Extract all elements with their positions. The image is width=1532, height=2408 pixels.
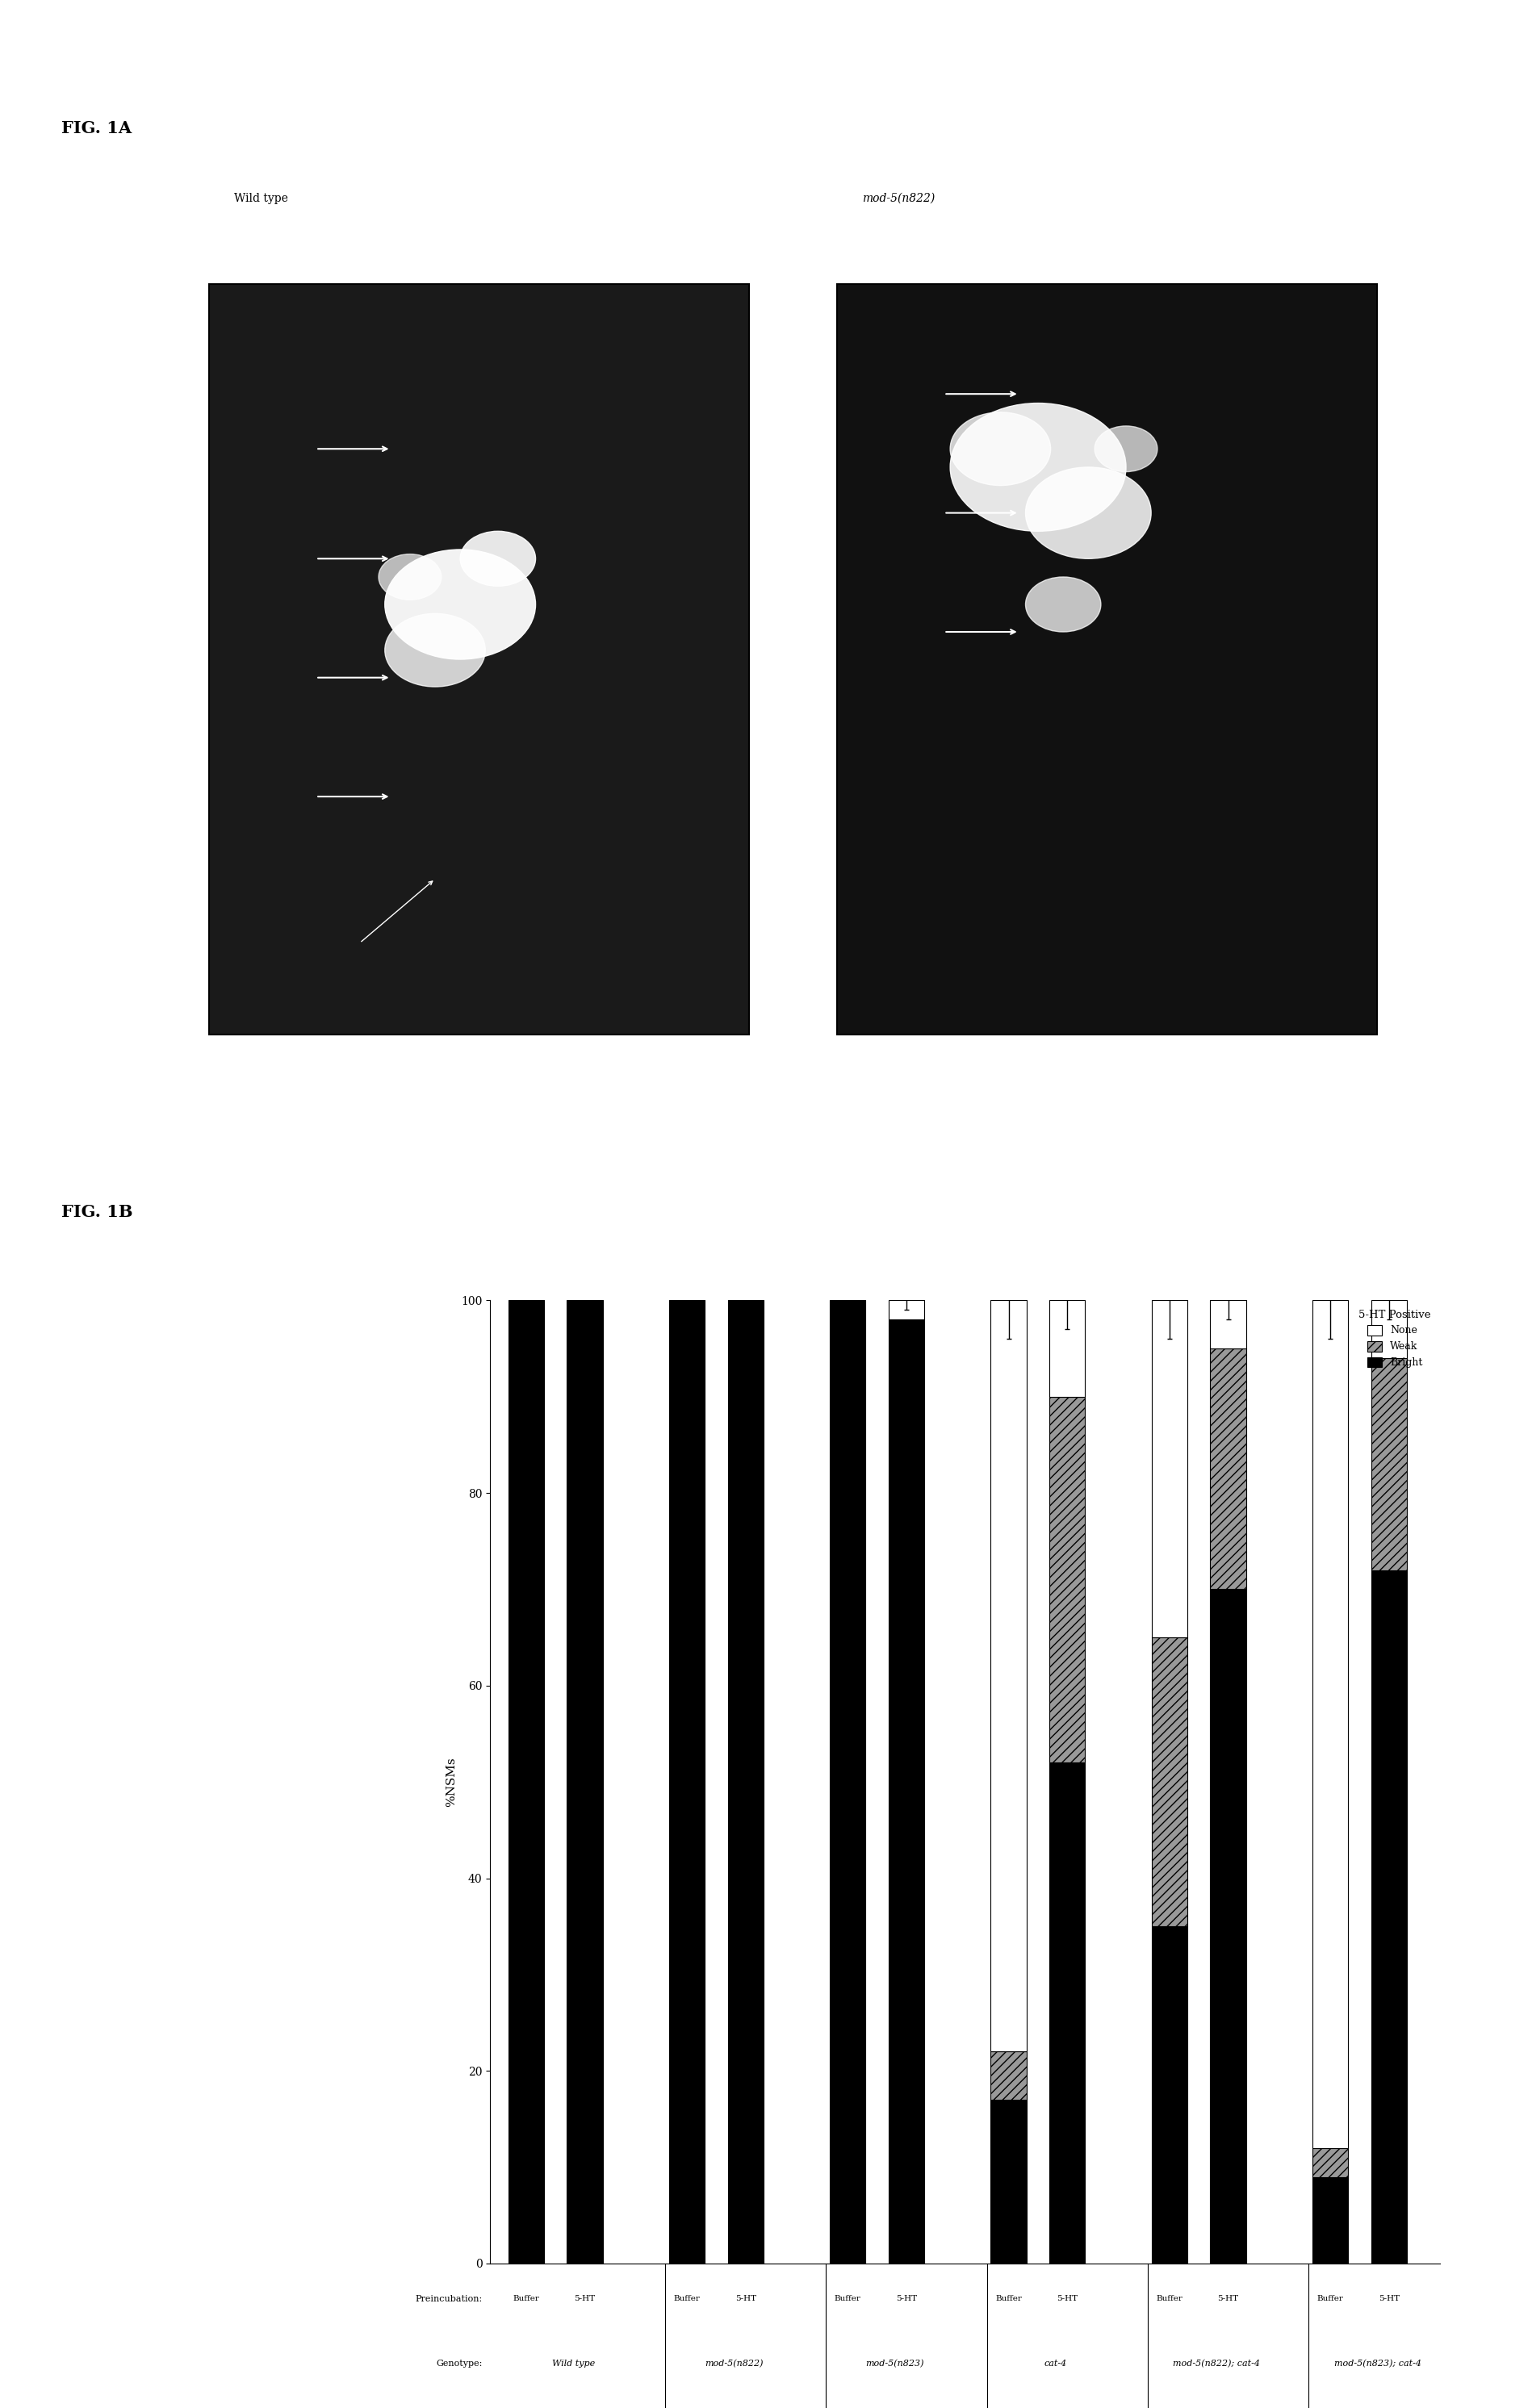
- Circle shape: [1025, 467, 1151, 559]
- Bar: [1210, 1589, 1246, 2264]
- Text: Buffer: Buffer: [674, 2295, 700, 2302]
- Circle shape: [950, 402, 1126, 532]
- Circle shape: [378, 554, 441, 600]
- Bar: [1152, 1926, 1187, 2264]
- Text: 5-HT: 5-HT: [1057, 2295, 1079, 2302]
- Text: FIG. 1A: FIG. 1A: [61, 120, 132, 137]
- Bar: [1313, 2148, 1348, 2177]
- Circle shape: [385, 549, 536, 660]
- Text: Buffer: Buffer: [835, 2295, 861, 2302]
- Bar: [1371, 1300, 1406, 1358]
- Text: Genotype:: Genotype:: [437, 2360, 483, 2367]
- Bar: [1049, 1763, 1085, 2264]
- Text: Wild type: Wild type: [552, 2360, 594, 2367]
- Text: Buffer: Buffer: [1318, 2295, 1344, 2302]
- Bar: [1371, 1358, 1406, 1570]
- Bar: [669, 1300, 705, 2264]
- Text: Preincubation:: Preincubation:: [415, 2295, 483, 2302]
- Text: mod-5(n822): mod-5(n822): [863, 193, 935, 205]
- Text: Buffer: Buffer: [1157, 2295, 1183, 2302]
- Bar: [889, 1320, 924, 2264]
- Text: Wild type: Wild type: [234, 193, 288, 205]
- Bar: [991, 1300, 1026, 2052]
- Text: FIG. 1B: FIG. 1B: [61, 1204, 133, 1221]
- Y-axis label: %NSMs: %NSMs: [446, 1758, 457, 1806]
- Legend: None, Weak, Bright: None, Weak, Bright: [1354, 1305, 1435, 1373]
- Text: mod-5(n823); cat-4: mod-5(n823); cat-4: [1334, 2360, 1422, 2367]
- Bar: [836, 284, 1377, 1035]
- Text: 5-HT: 5-HT: [1379, 2295, 1400, 2302]
- Circle shape: [460, 532, 536, 585]
- Bar: [567, 1300, 602, 2264]
- Text: 5-HT: 5-HT: [574, 2295, 596, 2302]
- Text: mod-5(n822): mod-5(n822): [705, 2360, 763, 2367]
- Bar: [1313, 2177, 1348, 2264]
- Bar: [208, 284, 749, 1035]
- Text: 5-HT: 5-HT: [1218, 2295, 1239, 2302]
- Bar: [509, 1300, 544, 2264]
- Bar: [1210, 1300, 1246, 1348]
- Circle shape: [385, 614, 486, 686]
- Bar: [1371, 1570, 1406, 2264]
- Bar: [1049, 1397, 1085, 1763]
- Text: 5-HT: 5-HT: [735, 2295, 757, 2302]
- Bar: [1152, 1300, 1187, 1637]
- Text: cat-4: cat-4: [1045, 2360, 1068, 2367]
- Bar: [1152, 1637, 1187, 1926]
- Bar: [1313, 1300, 1348, 2148]
- Text: Buffer: Buffer: [513, 2295, 539, 2302]
- Bar: [991, 2052, 1026, 2100]
- Text: mod-5(n823): mod-5(n823): [866, 2360, 924, 2367]
- Circle shape: [1094, 426, 1158, 472]
- Bar: [728, 1300, 763, 2264]
- Bar: [1210, 1348, 1246, 1589]
- Bar: [889, 1300, 924, 1320]
- Bar: [991, 2100, 1026, 2264]
- Bar: [830, 1300, 866, 2264]
- Circle shape: [1025, 578, 1102, 631]
- Text: mod-5(n822); cat-4: mod-5(n822); cat-4: [1174, 2360, 1261, 2367]
- Bar: [1049, 1300, 1085, 1397]
- Circle shape: [950, 412, 1051, 486]
- Text: Buffer: Buffer: [996, 2295, 1022, 2302]
- Text: 5-HT: 5-HT: [896, 2295, 918, 2302]
